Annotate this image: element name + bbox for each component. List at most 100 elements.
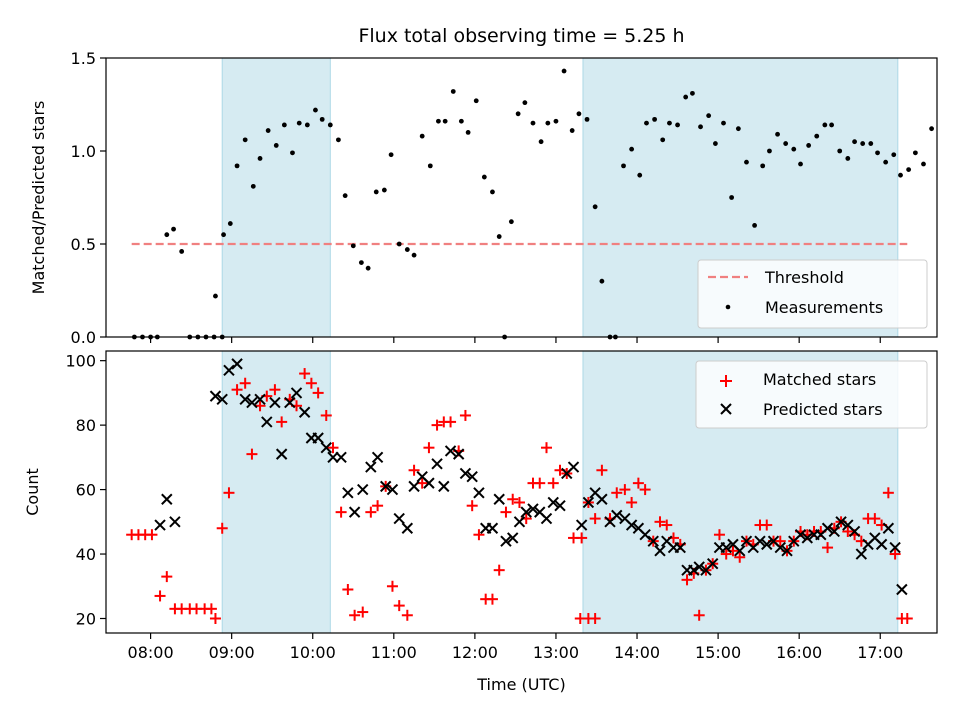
predicted-star-marker <box>154 519 166 531</box>
measurement-point <box>450 89 456 94</box>
measurement-point <box>837 148 843 154</box>
measurement-point <box>281 122 287 128</box>
predicted-star-marker <box>486 522 499 534</box>
predicted-star-marker <box>261 416 273 428</box>
y-tick-label: 0.5 <box>71 235 96 254</box>
matched-star-marker <box>761 519 773 531</box>
predicted-star-marker <box>654 545 666 557</box>
predicted-star-marker <box>365 461 377 473</box>
x-tick-label: 14:00 <box>614 643 660 662</box>
predicted-star-marker <box>246 396 258 409</box>
measurement-point <box>829 122 835 128</box>
top-legend-box <box>697 259 928 329</box>
matched-star-marker <box>305 377 317 389</box>
predicted-star-marker <box>275 448 288 460</box>
measurement-point <box>290 150 295 156</box>
measurement-point <box>660 137 666 143</box>
matched-star-marker <box>431 419 443 431</box>
predicted-star-marker <box>761 538 773 551</box>
predicted-star-marker <box>674 541 686 554</box>
predicted-star-marker <box>161 493 173 505</box>
measurement-point <box>171 226 176 232</box>
matched-star-marker <box>335 506 347 518</box>
predicted-star-marker <box>575 519 588 531</box>
matched-star-marker <box>445 416 457 428</box>
bottom-legend: Matched stars Predicted stars <box>695 360 928 429</box>
measurement-point <box>442 118 448 124</box>
y-tick-label: 1.5 <box>71 49 96 68</box>
y-tick-label: 100 <box>65 352 96 371</box>
measurement-point <box>798 161 803 167</box>
predicted-star-marker <box>493 493 505 505</box>
predicted-star-marker <box>473 487 485 499</box>
measurement-point <box>569 128 575 133</box>
predicted-star-marker <box>611 509 623 522</box>
measurement-point <box>404 247 410 252</box>
matched-legend-swatch <box>720 375 732 387</box>
top-x-ticks <box>149 337 881 343</box>
matched-star-marker <box>473 529 485 541</box>
predicted-legend-label: Predicted stars <box>763 400 883 419</box>
matched-star-marker <box>596 464 608 476</box>
matched-star-marker <box>408 464 420 476</box>
predicted-star-marker <box>223 364 235 377</box>
measurement-point <box>868 141 874 146</box>
measurement-point <box>327 122 333 128</box>
matched-star-marker <box>327 442 339 454</box>
top-panel: 0.0 0.5 1.0 1.5 Matched/Predicted stars Thr… <box>29 49 938 347</box>
measurement-point <box>388 152 394 158</box>
predicted-star-marker <box>327 451 339 464</box>
predicted-star-marker <box>520 506 532 518</box>
predicted-star-marker <box>596 493 608 505</box>
predicted-star-marker <box>706 558 719 570</box>
predicted-star-marker <box>582 496 595 509</box>
matched-star-marker <box>365 506 377 518</box>
measurement-point <box>213 293 218 299</box>
x-tick-label: 09:00 <box>209 643 255 662</box>
matched-star-marker <box>342 583 354 595</box>
predicted-star-marker <box>554 499 566 512</box>
measurement-point <box>419 133 425 139</box>
matched-star-marker <box>466 500 478 512</box>
measurement-point <box>698 124 703 130</box>
predicted-star-marker <box>507 532 519 544</box>
measurement-point <box>637 172 643 178</box>
matched-star-marker <box>842 525 854 537</box>
measurement-point <box>250 183 256 189</box>
bottom-y-axis-label: Count <box>23 468 42 516</box>
predicted-star-marker <box>896 583 908 596</box>
matched-star-marker <box>547 477 559 489</box>
measurement-point <box>227 221 233 226</box>
matched-star-marker <box>720 548 732 560</box>
predicted-legend-swatch <box>720 403 732 415</box>
matched-star-marker <box>459 409 471 421</box>
matched-star-marker <box>889 548 901 560</box>
matched-star-marker <box>269 384 281 396</box>
measurement-point <box>629 146 635 152</box>
predicted-star-marker <box>169 516 181 528</box>
measurements-legend-swatch <box>725 304 731 310</box>
matched-star-marker <box>713 529 725 541</box>
matched-star-marker <box>611 487 623 499</box>
measurement-point <box>553 118 559 124</box>
matched-star-marker <box>534 477 546 489</box>
bottom-legend-box <box>695 360 928 429</box>
matched-star-marker <box>901 612 913 624</box>
measurement-point <box>744 159 749 165</box>
measurement-point <box>675 122 680 128</box>
measurement-point <box>304 122 310 128</box>
measurement-point <box>891 152 897 158</box>
x-tick-label: 15:00 <box>695 643 741 662</box>
predicted-star-marker <box>379 480 392 493</box>
x-axis-label: Time (UTC) <box>476 675 565 694</box>
y-tick-label: 40 <box>76 545 96 564</box>
matched-star-marker <box>632 477 644 489</box>
matched-star-marker <box>734 551 746 563</box>
predicted-star-marker <box>466 470 478 483</box>
bottom-panel: 20 40 60 80 100 08:00 09:00 10:00 11:00 12:00 13:… <box>23 350 938 694</box>
predicted-star-marker <box>527 503 539 515</box>
predicted-star-marker <box>386 483 399 496</box>
measurement-point <box>806 143 812 148</box>
matched-star-marker <box>626 496 638 508</box>
matched-star-marker <box>589 612 601 624</box>
